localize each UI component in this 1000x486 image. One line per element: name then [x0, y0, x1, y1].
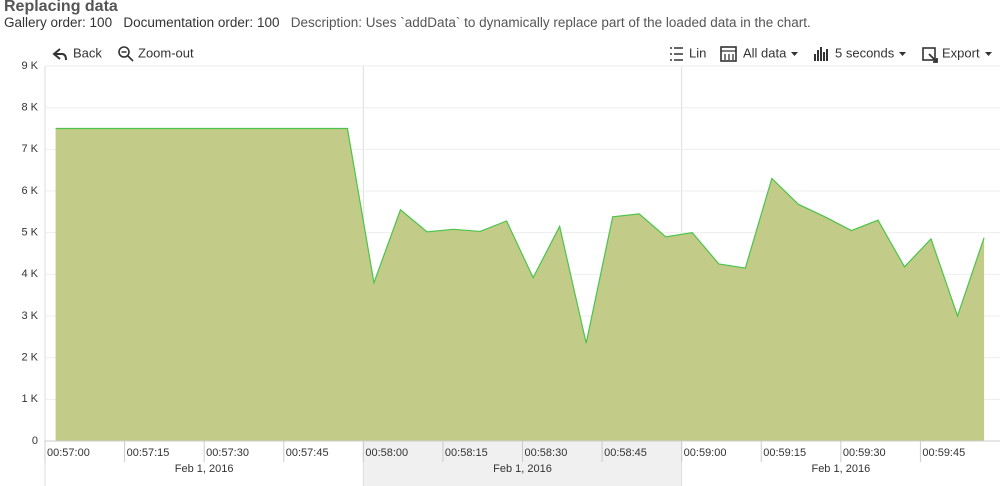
date-label: Feb 1, 2016 [175, 463, 234, 475]
zoom-icon [121, 51, 134, 62]
zoom-out-label: Zoom-out [138, 45, 194, 60]
y-tick-label: 2 K [21, 352, 38, 364]
y-tick-label: 3 K [21, 310, 38, 322]
dropdown-arrow [791, 52, 798, 56]
date-label: Feb 1, 2016 [493, 463, 552, 475]
x-tick-label: 00:58:45 [604, 447, 647, 459]
x-tick-label: 00:57:30 [206, 447, 249, 459]
calendar-icon [720, 46, 737, 62]
y-tick-label: 0 [32, 435, 38, 447]
dropdown-arrow [985, 52, 992, 56]
zoom-out-button[interactable]: Zoom-out [118, 45, 194, 62]
y-tick-label: 6 K [21, 185, 38, 197]
back-icon [52, 48, 67, 61]
date-band [363, 441, 682, 486]
label: Description: [290, 15, 363, 30]
export-icon [928, 53, 938, 63]
range-label: All data [743, 45, 787, 60]
description: Uses `addData` to dynamically replace pa… [365, 15, 811, 30]
toolbar: Back Zoom-out Lin All data 5 seconds Exp… [52, 45, 992, 63]
interval-button[interactable]: 5 seconds [814, 45, 906, 61]
zoom-icon [118, 46, 130, 58]
x-tick-label: 00:57:00 [47, 447, 90, 459]
area [55, 128, 985, 441]
page-title: Replacing data [4, 0, 118, 15]
y-tick-label: 1 K [21, 393, 38, 405]
x-tick-label: 00:58:30 [525, 447, 568, 459]
value: 100 [89, 15, 113, 30]
y-tick-label: 4 K [21, 268, 38, 280]
bars-icon [814, 47, 828, 61]
export-icon [922, 47, 936, 61]
back-button[interactable]: Back [52, 45, 102, 61]
x-tick-label: 00:58:00 [365, 447, 408, 459]
scale-label: Lin [689, 45, 706, 60]
x-tick-label: 00:59:45 [922, 447, 965, 459]
info-line: Gallery order: 100 Documentation order: … [4, 15, 811, 30]
x-tick-label: 00:59:30 [843, 447, 886, 459]
back-label: Back [73, 45, 102, 60]
label: Documentation order: [123, 15, 254, 30]
interval-label: 5 seconds [835, 45, 895, 60]
x-tick-label: 00:57:15 [127, 447, 170, 459]
y-tick-label: 8 K [21, 102, 38, 114]
list-icon [670, 47, 683, 61]
export-label: Export [942, 45, 980, 60]
value: 100 [256, 15, 280, 30]
calendar-icon [721, 50, 736, 60]
y-tick-label: 7 K [21, 143, 38, 155]
x-tick-label: 00:59:00 [684, 447, 727, 459]
y-tick-label: 5 K [21, 227, 38, 239]
x-tick-label: 00:58:15 [445, 447, 488, 459]
x-tick-label: 00:59:15 [763, 447, 806, 459]
scale-button[interactable]: Lin [670, 45, 706, 61]
line [55, 127, 985, 344]
range-button[interactable]: All data [720, 45, 798, 62]
dropdown-arrow [899, 52, 906, 56]
label: Gallery order: [4, 15, 86, 30]
date-label: Feb 1, 2016 [811, 463, 870, 475]
export-button[interactable]: Export [922, 45, 992, 63]
x-tick-label: 00:57:45 [286, 447, 329, 459]
